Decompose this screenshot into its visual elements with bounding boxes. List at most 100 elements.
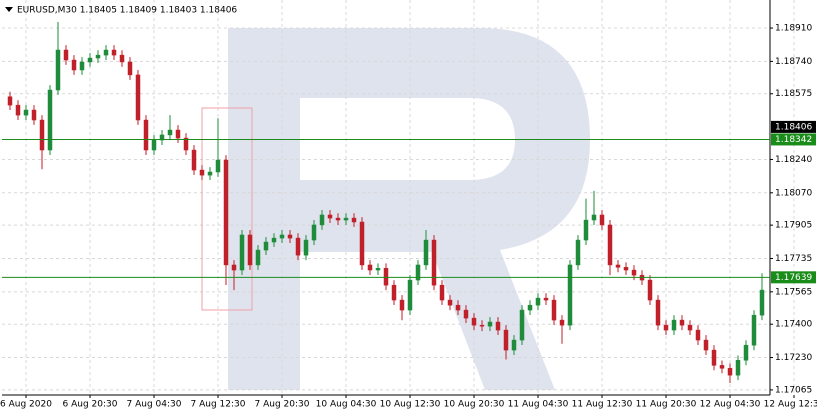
candle-body [239,234,245,271]
candle-body [143,119,149,151]
y-tick-label: 1.18910 [775,24,812,34]
x-tick-label: 6 Aug 2020 [0,400,52,410]
candle-body [215,159,221,173]
candle-body [183,137,189,151]
x-tick-label: 12 Aug 12:30 [764,400,817,410]
candle-body [663,324,669,331]
candle-body [391,284,397,301]
level-label: 1.18342 [775,135,812,145]
candle-body [463,309,469,319]
candle-body [223,159,229,266]
price-marker-box [771,120,816,133]
candle-body [415,264,421,281]
x-tick-label: 10 Aug 20:30 [444,400,505,410]
candle-body [599,214,605,226]
candle-body [15,104,21,116]
level-label-box [771,271,816,284]
candle-body [679,319,685,326]
candle-body [495,321,501,331]
candle-body [711,349,717,366]
candle-body [687,324,693,331]
candle-body [735,360,741,376]
x-tick-label: 6 Aug 20:30 [63,400,118,410]
candle-body [535,297,541,306]
candle-body [95,54,101,59]
candle-body [423,239,429,266]
candle-body [55,49,61,91]
candle-body [71,59,77,71]
candle-body [271,237,277,243]
candle-body [431,239,437,286]
level-label: 1.17639 [775,273,812,283]
candle-body [407,279,413,311]
candle-body [591,214,597,221]
candle-body [87,57,93,63]
candle-body [303,239,309,256]
x-tick-label: 7 Aug 12:30 [191,400,246,410]
candle-body [319,214,325,226]
candle-body [359,221,365,266]
candle-body [759,289,765,316]
candle-body [615,264,621,268]
y-tick-label: 1.17735 [775,254,812,264]
candle-body [551,299,557,321]
y-tick-label: 1.18070 [775,188,812,198]
y-tick-label: 1.17230 [775,353,812,363]
candle-body [79,61,85,71]
candle-body [703,339,709,351]
candle-body [743,344,749,361]
x-tick-label: 11 Aug 04:30 [508,400,569,410]
y-tick-label: 1.18740 [775,57,812,67]
candle-body [623,267,629,271]
candle-body [327,214,333,219]
y-tick-label: 1.17565 [775,287,812,297]
candle-body [503,329,509,351]
candle-body [455,304,461,311]
candle-body [439,284,445,301]
candle-body [575,239,581,266]
x-tick-label: 10 Aug 12:30 [380,400,441,410]
x-tick-label: 11 Aug 12:30 [572,400,633,410]
y-tick-label: 1.18575 [775,89,812,99]
y-tick-label: 1.18240 [775,155,812,165]
candle-body [655,299,661,326]
candle-body [479,324,485,327]
x-tick-label: 7 Aug 20:30 [255,400,310,410]
candle-body [279,234,285,239]
candle-body [63,49,69,61]
candle-body [343,217,349,221]
y-tick-label: 1.17400 [775,320,812,330]
candle-body [471,317,477,326]
candle-body [527,304,533,311]
candle-body [375,268,381,271]
candle-body [399,299,405,311]
candle-body [111,49,117,56]
candle-body [335,217,341,221]
y-tick-label: 1.17905 [775,221,812,231]
candle-body [7,96,13,106]
candle-body [191,149,197,171]
candle-body [695,329,701,341]
candle-body [519,309,525,341]
level-label-box [771,133,816,146]
x-tick-label: 7 Aug 04:30 [127,400,182,410]
candle-body [151,139,157,151]
candle-body [447,299,453,306]
x-tick-label: 12 Aug 04:30 [700,400,761,410]
candle-body [159,134,165,141]
candle-body [567,264,573,326]
candle-body [367,264,373,271]
y-tick-label: 1.17065 [775,385,812,395]
candle-body [311,224,317,241]
candle-body [175,129,181,139]
price-marker-label: 1.18406 [775,122,812,132]
chart-title: EURUSD,M30 1.18405 1.18409 1.18403 1.184… [17,6,237,16]
candle-body [719,365,725,369]
candle-body [199,169,205,176]
candle-body [511,339,517,351]
candle-body [647,279,653,301]
candle-body [263,241,269,251]
candle-body [751,314,757,346]
watermark [228,28,590,390]
